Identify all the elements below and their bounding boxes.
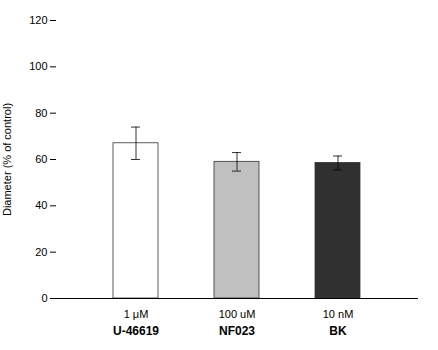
- svg-text:0: 0: [41, 292, 47, 304]
- svg-text:100: 100: [29, 60, 47, 72]
- svg-text:BK: BK: [329, 324, 347, 338]
- svg-text:Diameter (% of control): Diameter (% of control): [1, 103, 13, 216]
- svg-text:20: 20: [35, 246, 47, 258]
- svg-text:10 nM: 10 nM: [323, 308, 354, 320]
- svg-text:120: 120: [29, 14, 47, 26]
- svg-text:60: 60: [35, 153, 47, 165]
- svg-text:80: 80: [35, 107, 47, 119]
- svg-text:1 μM: 1 μM: [124, 308, 149, 320]
- svg-text:100 uM: 100 uM: [219, 308, 256, 320]
- svg-text:U-46619: U-46619: [113, 324, 159, 338]
- svg-text:NF023: NF023: [219, 324, 255, 338]
- svg-text:40: 40: [35, 199, 47, 211]
